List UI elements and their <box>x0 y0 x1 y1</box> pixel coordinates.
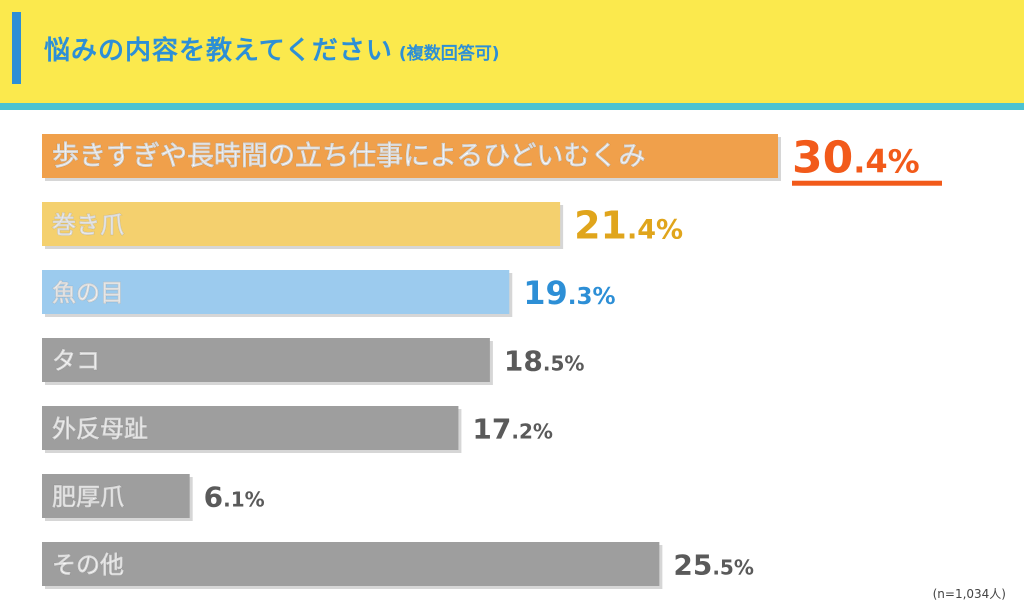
bar-6 <box>42 474 190 518</box>
category-label: 肥厚爪 <box>52 483 125 511</box>
title-accent-bar <box>12 12 21 84</box>
category-label: 外反母趾 <box>52 415 148 443</box>
bar-chart-svg: 歩きすぎや長時間の立ち仕事によるひどいむくみ 30.4% 巻き爪 21.4% 魚の目 19… <box>42 133 942 589</box>
sample-size-note: (n=1,034人) <box>932 587 1006 601</box>
category-label: その他 <box>52 551 124 579</box>
category-label: 歩きすぎや長時間の立ち仕事によるひどいむくみ <box>52 140 645 172</box>
bar-3 <box>42 270 510 314</box>
category-label: 魚の目 <box>52 279 124 307</box>
bar-4 <box>42 338 490 382</box>
chart-subtitle: (複数回答可) <box>398 44 500 64</box>
value-label: 21.4% <box>574 203 683 247</box>
value-label: 18.5% <box>504 345 585 378</box>
value-label: 25.5% <box>673 549 754 582</box>
chart-title-text: 悩みの内容を教えてください <box>44 36 393 66</box>
value-label: 6.1% <box>204 481 265 514</box>
bar-7 <box>42 542 660 586</box>
category-label: タコ <box>52 347 100 375</box>
value-label: 17.2% <box>472 413 553 446</box>
value-label: 30.4% <box>792 133 920 184</box>
bar-1 <box>42 134 778 178</box>
top-value-underline <box>792 180 942 186</box>
bar-2 <box>42 202 561 246</box>
category-label: 巻き爪 <box>52 211 125 239</box>
chart-header: 悩みの内容を教えてください (複数回答可) <box>0 0 1024 103</box>
bar-chart: 歩きすぎや長時間の立ち仕事によるひどいむくみ 30.4% 巻き爪 21.4% 魚の目 19… <box>0 110 1024 612</box>
chart-title: 悩みの内容を教えてください (複数回答可) <box>44 30 499 67</box>
bar-5 <box>42 406 459 450</box>
header-divider <box>0 103 1024 110</box>
value-label: 19.3% <box>523 274 615 312</box>
